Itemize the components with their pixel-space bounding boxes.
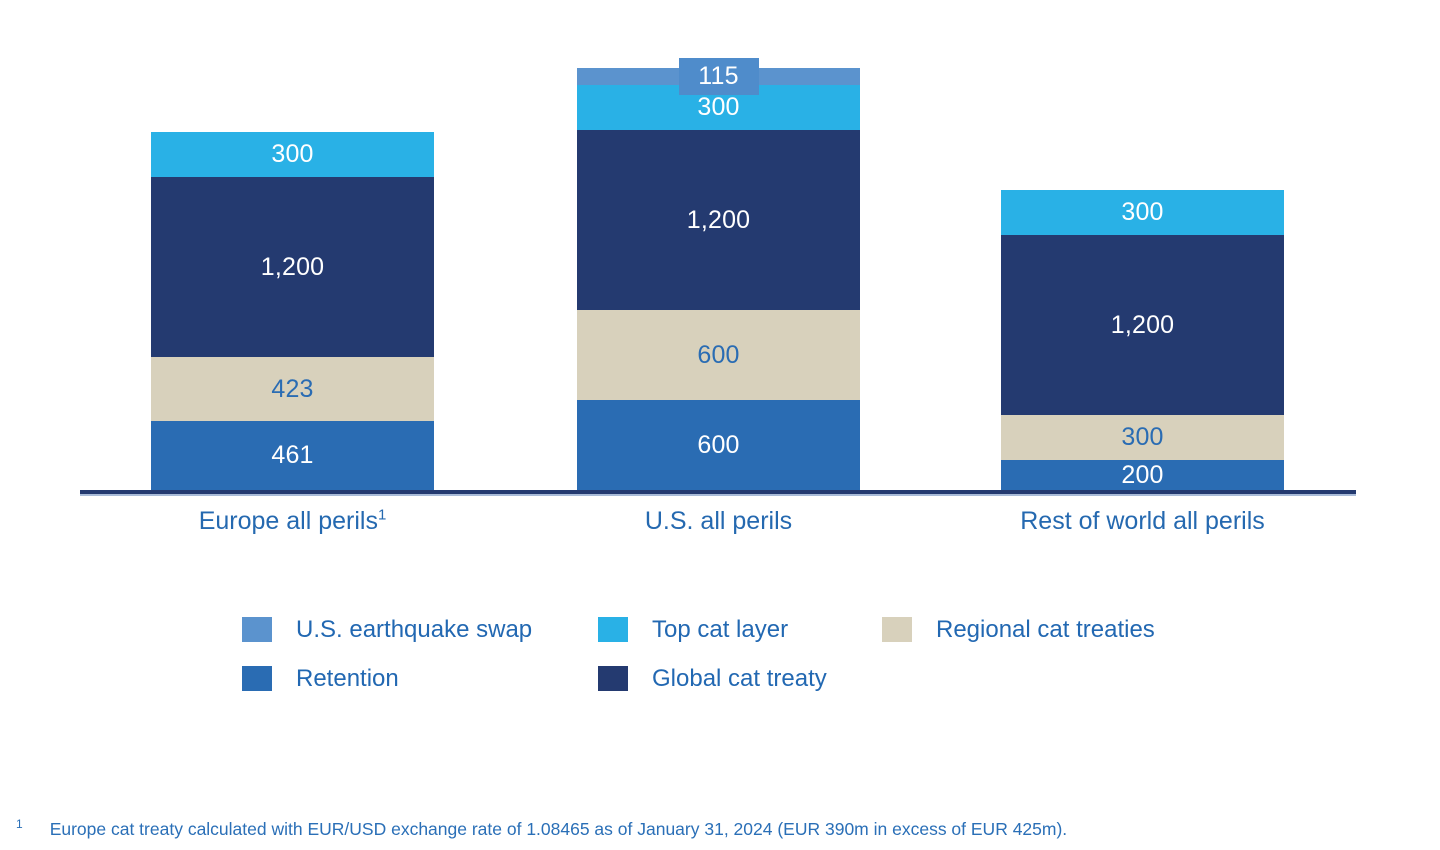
category-label-superscript: 1 bbox=[377, 506, 387, 524]
category-label-u-s-all-perils: U.S. all perils bbox=[577, 506, 860, 536]
legend-swatch-u-s-earthquake-swap bbox=[242, 617, 272, 642]
category-label-rest-of-world-all-perils: Rest of world all perils bbox=[1001, 506, 1284, 536]
segment-u-s-earthquake-swap: 115 bbox=[577, 57, 860, 95]
segment-value-label: 423 bbox=[271, 374, 314, 403]
category-labels-row: Europe all perils1 U.S. all perils Rest of… bbox=[0, 506, 1440, 546]
value-badge: 115 bbox=[678, 57, 759, 95]
legend-label: Top cat layer bbox=[652, 615, 789, 643]
segment-retention: 461 bbox=[151, 420, 434, 490]
legend-label: U.S. earthquake swap bbox=[296, 615, 533, 643]
legend-item-retention: Retention bbox=[242, 666, 399, 691]
segment-regional-cat-treaties: 600 bbox=[577, 310, 860, 400]
legend-item-top-cat-layer: Top cat layer bbox=[598, 617, 788, 642]
legend-item-u-s-earthquake-swap: U.S. earthquake swap bbox=[242, 617, 532, 642]
footnote-text: Europe cat treaty calculated with EUR/US… bbox=[49, 819, 1068, 839]
segment-regional-cat-treaties: 423 bbox=[151, 357, 434, 421]
segment-value-label: 115 bbox=[698, 61, 739, 90]
legend-swatch-regional-cat-treaties bbox=[882, 617, 912, 642]
segment-value-label: 300 bbox=[1121, 198, 1164, 226]
footnote: 1 Europe cat treaty calculated with EUR/U… bbox=[16, 817, 1068, 841]
segment-value-label: 600 bbox=[697, 340, 740, 369]
segment-value-label: 461 bbox=[271, 440, 314, 469]
category-label-text: U.S. all perils bbox=[644, 507, 793, 535]
segment-value-label: 200 bbox=[1121, 460, 1164, 489]
segment-top-cat-layer: 300 bbox=[1001, 190, 1284, 235]
bar-europe-all-perils: 300 1,200 423 461 bbox=[151, 132, 434, 490]
segment-value-label: 600 bbox=[697, 430, 740, 459]
legend-label: Retention bbox=[296, 664, 399, 692]
segment-global-cat-treaty: 1,200 bbox=[151, 177, 434, 358]
segment-value-label: 1,200 bbox=[260, 252, 325, 281]
category-label-europe-all-perils: Europe all perils1 bbox=[151, 506, 434, 536]
legend-swatch-retention bbox=[242, 666, 272, 691]
category-label-text: Europe all perils bbox=[198, 507, 378, 535]
legend-label: Global cat treaty bbox=[652, 664, 827, 692]
segment-regional-cat-treaties: 300 bbox=[1001, 415, 1284, 460]
segment-value-label: 300 bbox=[271, 140, 314, 169]
segment-value-label: 300 bbox=[697, 93, 740, 121]
segment-value-label: 1,200 bbox=[686, 205, 751, 234]
legend-swatch-global-cat-treaty bbox=[598, 666, 628, 691]
legend-label: Regional cat treaties bbox=[936, 615, 1155, 643]
legend-item-regional-cat-treaties: Regional cat treaties bbox=[882, 617, 1155, 642]
segment-top-cat-layer: 300 bbox=[151, 132, 434, 178]
x-axis-line bbox=[80, 490, 1356, 496]
bar-u-s-all-perils: 115 300 1,200 600 600 bbox=[577, 57, 860, 490]
segment-global-cat-treaty: 1,200 bbox=[577, 130, 860, 310]
segment-value-label: 1,200 bbox=[1110, 310, 1175, 339]
legend-item-global-cat-treaty: Global cat treaty bbox=[598, 666, 827, 691]
bar-rest-of-world-all-perils: 300 1,200 300 200 bbox=[1001, 190, 1284, 490]
category-label-text: Rest of world all perils bbox=[1020, 507, 1265, 535]
segment-value-label: 300 bbox=[1121, 423, 1164, 451]
segment-retention: 200 bbox=[1001, 460, 1284, 490]
segment-retention: 600 bbox=[577, 400, 860, 490]
stacked-bar-chart: 300 1,200 423 461 115 300 1,200 600 600 300 1,200 3… bbox=[151, 57, 1284, 490]
footnote-superscript: 1 bbox=[16, 817, 23, 831]
segment-global-cat-treaty: 1,200 bbox=[1001, 235, 1284, 415]
legend-swatch-top-cat-layer bbox=[598, 617, 628, 642]
